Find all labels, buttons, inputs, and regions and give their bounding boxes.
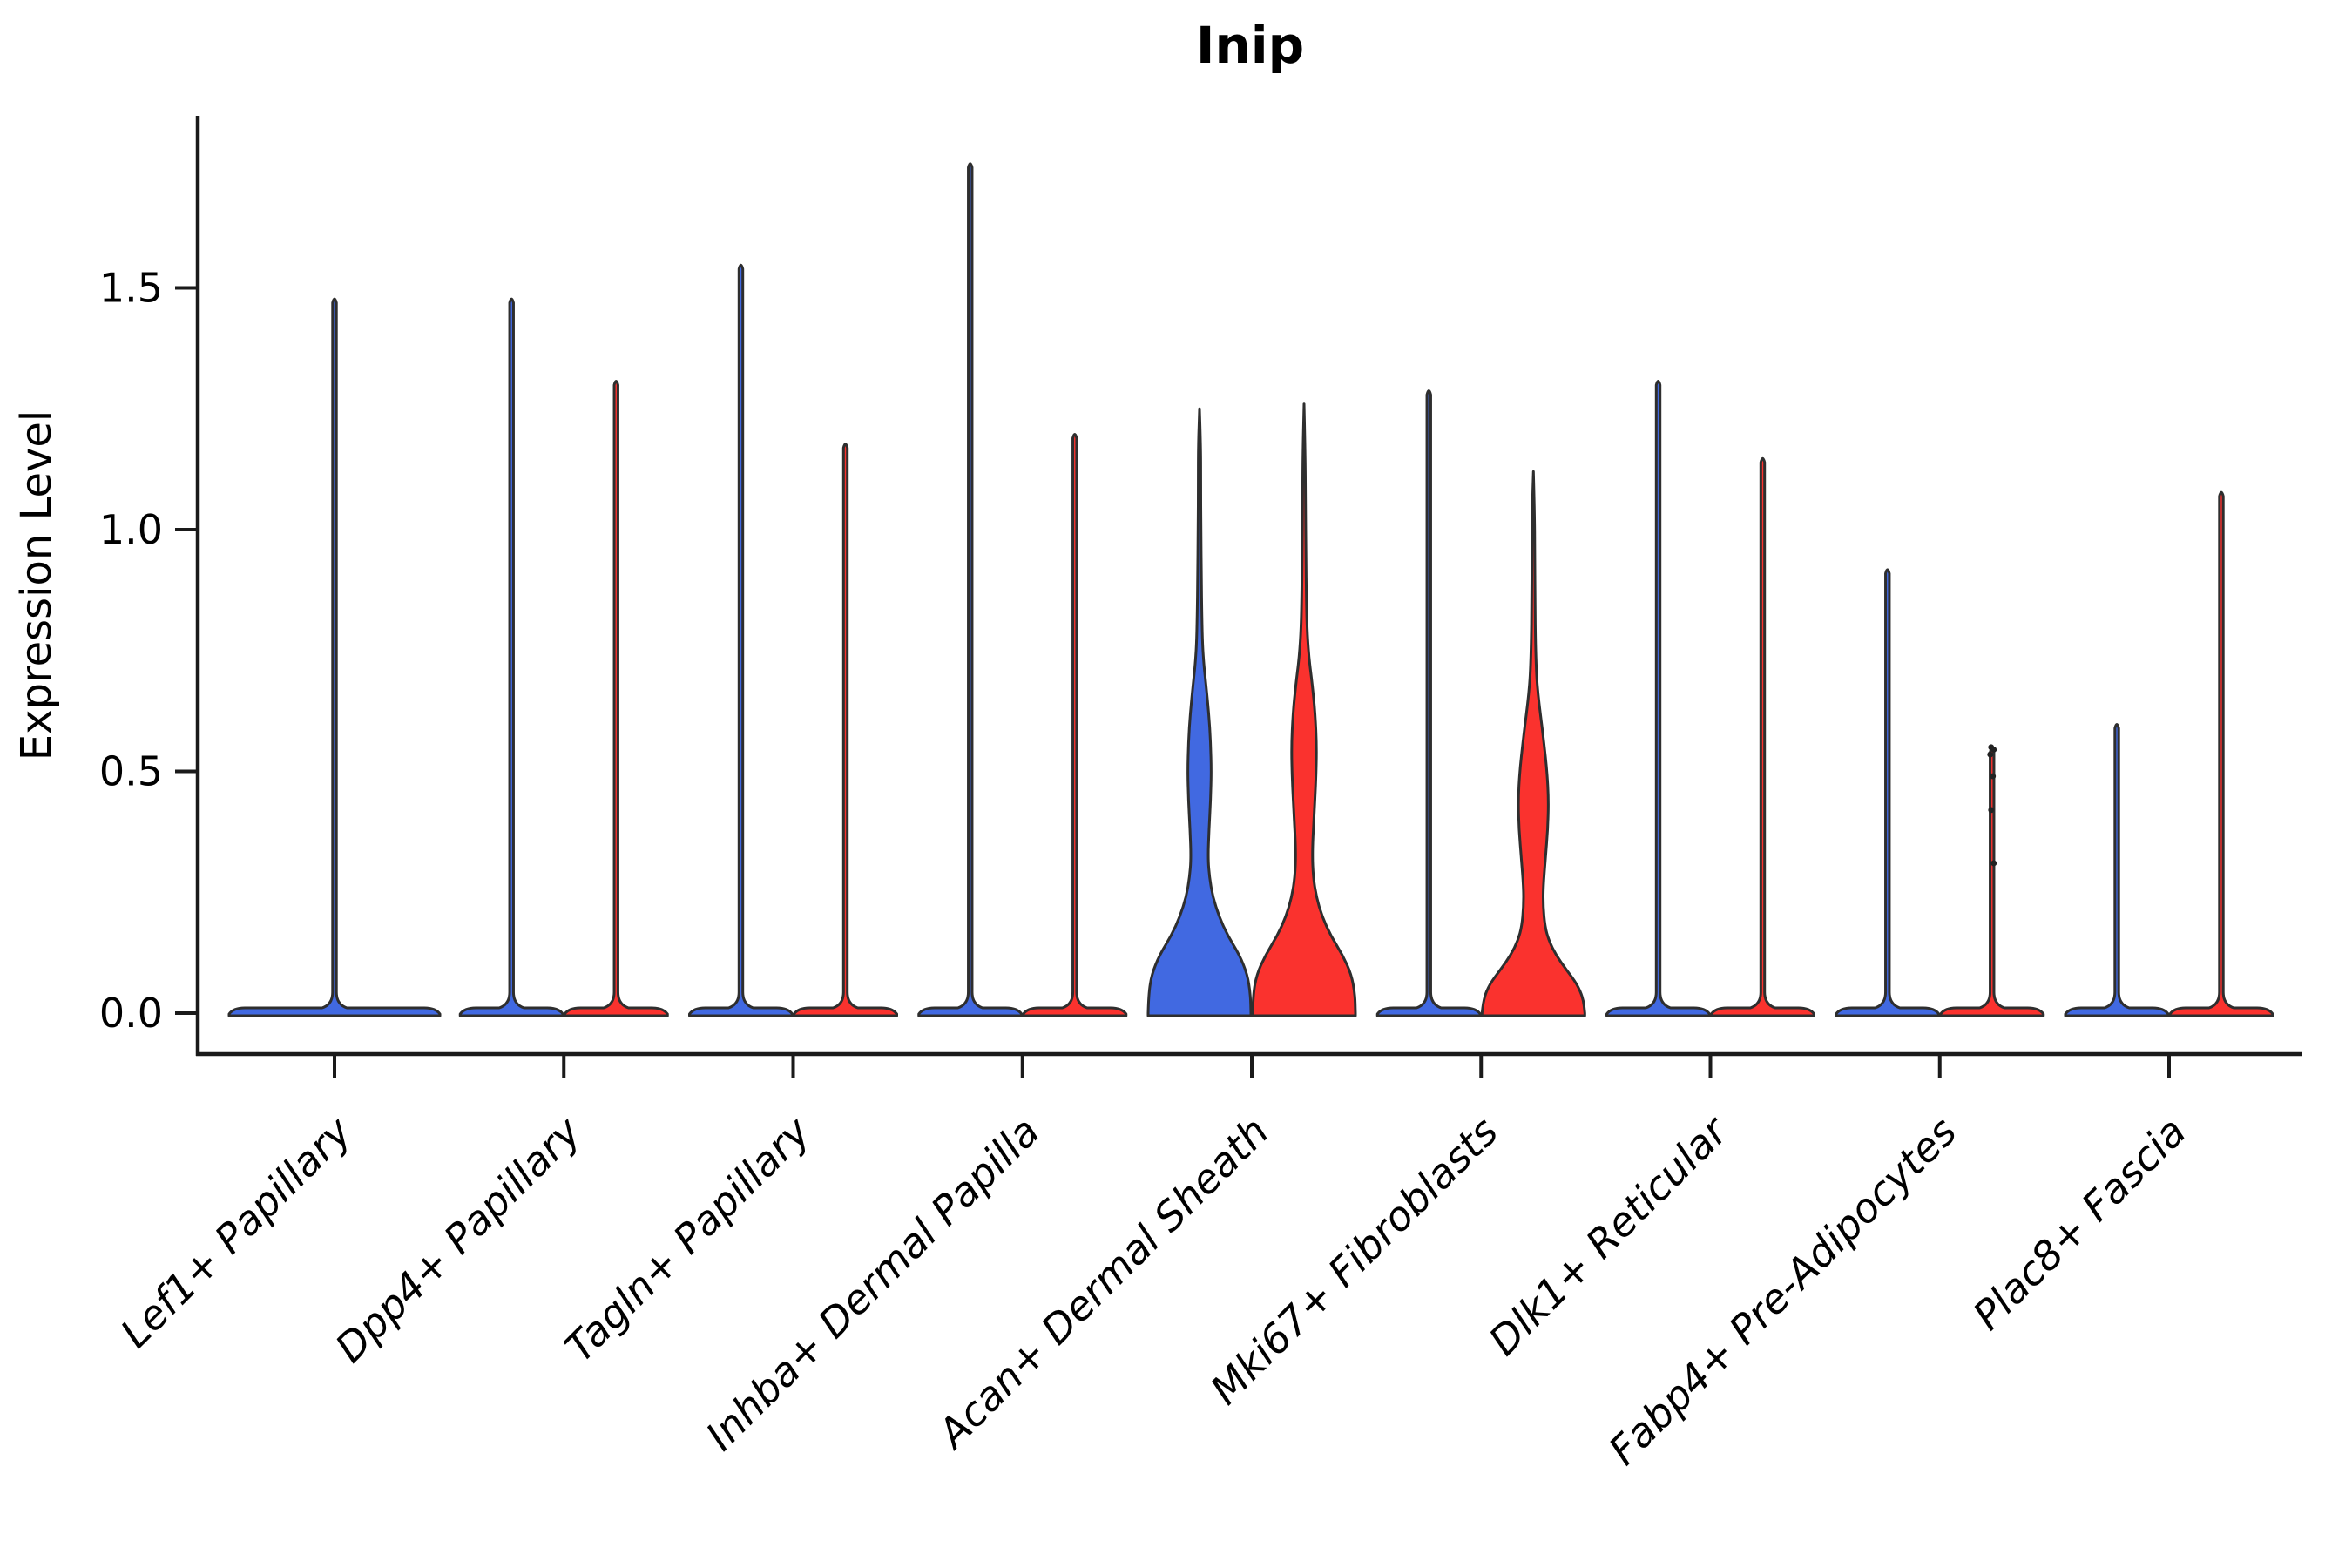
violin-dlk1-reticular-right <box>1710 456 1815 1017</box>
x-tick-label-plac8-fascia: Plac8+ Fascia <box>1963 1108 2194 1339</box>
x-tick-label-dlk1-reticular: Dlk1+ Reticular <box>1480 1105 1739 1364</box>
jitter-point-fabp4-pre-adipocytes <box>1990 773 1997 780</box>
y-tick-label: 0.0 <box>99 990 163 1037</box>
violin-mki67-fibroblasts-left <box>1375 389 1482 1017</box>
violin-mki67-fibroblasts-right <box>1480 470 1586 1017</box>
y-axis-label: Expression Level <box>12 410 61 761</box>
violin-fabp4-pre-adipocytes-left <box>1835 568 1941 1017</box>
jitter-point-fabp4-pre-adipocytes <box>1987 751 1994 758</box>
violin-tagln-papillary-left <box>688 263 794 1017</box>
y-tick-label: 0.5 <box>99 748 163 795</box>
y-tick-label: 1.0 <box>99 506 163 553</box>
y-tick-label: 1.5 <box>99 265 163 312</box>
jitter-point-fabp4-pre-adipocytes <box>1990 860 1997 867</box>
violin-plac8-fascia-left <box>2064 723 2170 1017</box>
violin-dpp4-papillary-left <box>458 297 564 1017</box>
violin-plac8-fascia-right <box>2168 490 2274 1017</box>
violin-inhba-dermal-papilla-right <box>1022 433 1128 1017</box>
x-tick-label-tagln-papillary: Tagln+ Papillary <box>556 1107 820 1371</box>
chart-title: Inip <box>1196 16 1304 75</box>
violin-tagln-papillary-right <box>793 443 898 1017</box>
x-tick-label-lef1-papillary: Lef1+ Papillary <box>112 1107 361 1356</box>
violin-acan-dermal-sheath-left <box>1146 407 1253 1017</box>
violin-acan-dermal-sheath-right <box>1251 402 1357 1017</box>
violin-dlk1-reticular-left <box>1605 379 1711 1017</box>
x-tick-label-dpp4-papillary: Dpp4+ Papillary <box>326 1107 590 1371</box>
jitter-point-fabp4-pre-adipocytes <box>1990 747 1997 753</box>
jitter-point-fabp4-pre-adipocytes <box>1988 807 1995 814</box>
violin-fabp4-pre-adipocytes-right <box>1939 747 2045 1017</box>
violin-lef1-papillary-single <box>227 297 442 1017</box>
violin-inhba-dermal-papilla-left <box>917 162 1024 1017</box>
violin-dpp4-papillary-right <box>563 379 669 1017</box>
